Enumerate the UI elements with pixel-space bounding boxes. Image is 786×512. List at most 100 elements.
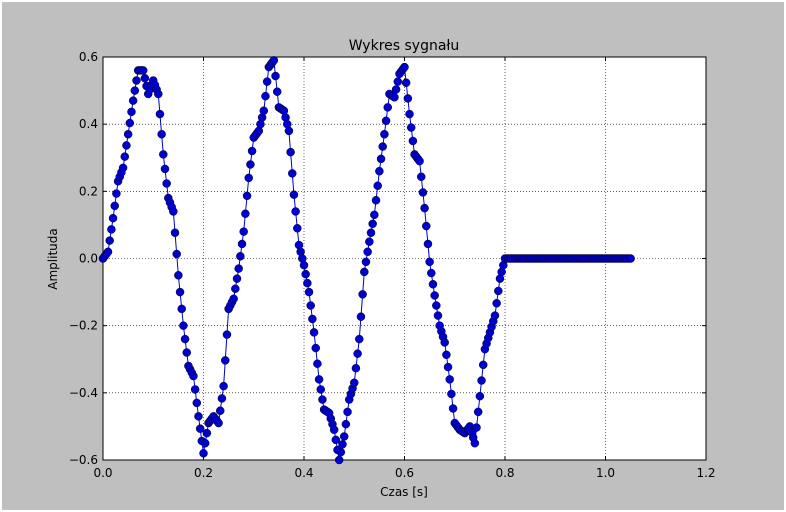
series-point (378, 142, 387, 151)
series-point (241, 209, 250, 218)
series-point (445, 375, 454, 384)
series-point (422, 221, 431, 231)
series-point (262, 77, 272, 86)
series-point (195, 424, 205, 433)
series-point (112, 189, 121, 198)
series-point (477, 376, 486, 385)
series-point (331, 435, 341, 445)
series-point (428, 279, 438, 289)
y-tick-label: 0.4 (79, 117, 98, 131)
x-tick-label: 1.0 (596, 466, 615, 480)
series-point (383, 103, 392, 112)
series-point (202, 428, 212, 438)
x-tick-label: 0.0 (93, 466, 112, 480)
series-point (401, 78, 411, 87)
y-tick-label: −0.2 (69, 319, 98, 333)
series-point (417, 172, 426, 182)
series-point (232, 274, 242, 283)
series-point (351, 363, 361, 373)
series-point (299, 260, 309, 270)
series-point (162, 179, 171, 188)
series-point (174, 271, 183, 280)
series-point (366, 228, 376, 238)
series-point (313, 359, 322, 368)
series-point (169, 207, 178, 216)
series-point (194, 412, 203, 421)
y-tick-label: −0.6 (69, 453, 98, 467)
series-point (303, 278, 312, 288)
series-point (239, 227, 248, 236)
series-point (138, 66, 148, 75)
series-point (179, 321, 188, 330)
series-point (339, 432, 349, 441)
series-point (160, 164, 170, 174)
series-point (311, 343, 320, 353)
series-point (242, 191, 252, 201)
series-point (368, 219, 377, 229)
series-point (415, 156, 424, 166)
series-point (271, 71, 280, 81)
series-point (371, 196, 381, 205)
figure-canvas: 0.0 0.2 0.4 0.6 0.8 1.0 1.2 −0.6 −0.4 −0.2 0.0 0.2 0… (6, 6, 782, 510)
series-point (110, 201, 119, 211)
series-point (289, 190, 299, 199)
signal-chart: 0.0 0.2 0.4 0.6 0.8 1.0 1.2 −0.6 −0.4 −0.2 0.0 0.2 0… (46, 38, 716, 499)
series-point (490, 311, 500, 320)
series-point (155, 109, 165, 119)
series-point (177, 304, 186, 314)
series-point (200, 438, 210, 448)
series-point (108, 213, 118, 223)
series-point (403, 94, 413, 103)
series-point (626, 254, 635, 263)
series-point (237, 239, 247, 249)
series-point (192, 398, 202, 408)
series-point (478, 360, 488, 370)
x-tick-label: 0.8 (495, 466, 514, 480)
series-point (293, 224, 302, 233)
series-point (356, 312, 366, 321)
series-point (318, 395, 327, 404)
series-point (355, 334, 364, 344)
series-point (448, 404, 458, 413)
series-point (175, 287, 185, 297)
series-point (301, 269, 310, 279)
series-point (247, 146, 257, 156)
series-point (222, 330, 232, 339)
series-point (120, 152, 130, 161)
series-point (470, 438, 480, 448)
series-point (180, 334, 190, 344)
series-point (406, 123, 416, 132)
series-point (473, 407, 483, 417)
y-axis-label: Amplituda (46, 228, 60, 289)
series-point (447, 389, 456, 399)
series-point (343, 407, 352, 417)
series-point (140, 74, 150, 83)
series-point (269, 56, 279, 65)
series-point (159, 150, 168, 159)
series-point (425, 257, 434, 267)
series-point (272, 87, 282, 96)
series-point (370, 210, 379, 220)
series-point (130, 86, 140, 95)
series-point (132, 76, 141, 85)
y-tick-label: 0.6 (79, 50, 98, 64)
series-point (234, 264, 243, 273)
series-point (442, 350, 451, 360)
series-point (123, 129, 133, 139)
series-point (125, 118, 135, 128)
axis-ticks: 0.0 0.2 0.4 0.6 0.8 1.0 1.2 −0.6 −0.4 −0.2 0.0 0.2 0… (69, 50, 716, 480)
y-tick-label: −0.4 (69, 386, 98, 400)
series-point (107, 225, 116, 234)
series-point (259, 106, 269, 115)
series-point (390, 93, 399, 102)
series-point (430, 291, 439, 300)
series-point (189, 371, 198, 381)
series-point (373, 181, 382, 190)
y-tick-label: 0.0 (79, 252, 98, 266)
x-tick-label: 0.2 (194, 466, 213, 480)
series-point (221, 356, 230, 365)
series-point (170, 228, 180, 238)
series-point (360, 267, 369, 277)
series-point (291, 207, 300, 216)
chart-title: Wykres sygnału (349, 38, 460, 54)
